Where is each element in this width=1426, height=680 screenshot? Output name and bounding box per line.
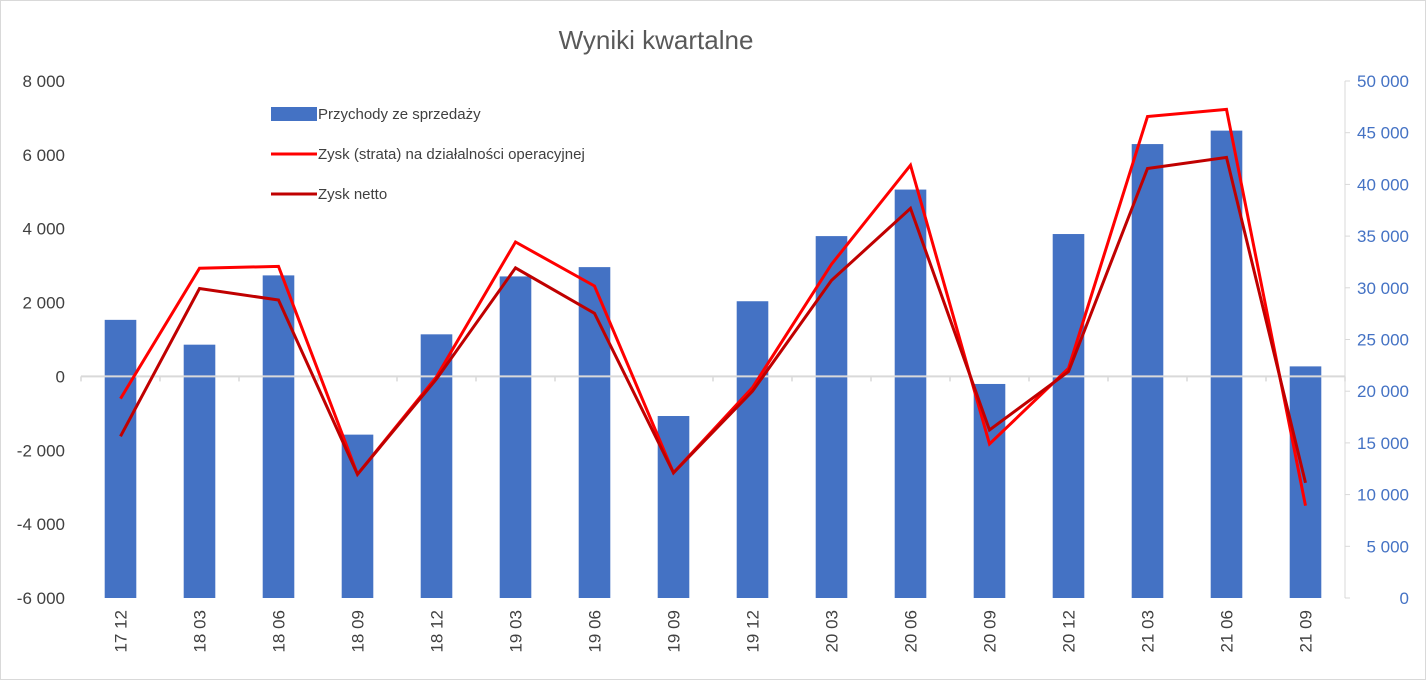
x-tick-13: 21 03: [1139, 610, 1158, 653]
y-right-tick-10: 50 000: [1357, 72, 1409, 91]
bar-13: [1131, 144, 1164, 598]
y-right-tick-3: 15 000: [1357, 434, 1409, 453]
x-tick-7: 19 09: [665, 610, 684, 653]
x-tick-3: 18 09: [349, 610, 368, 653]
x-tick-0: 17 12: [112, 610, 131, 653]
x-tick-5: 19 03: [507, 610, 526, 653]
y-right-tick-1: 5 000: [1366, 537, 1409, 556]
y-right-tick-5: 25 000: [1357, 331, 1409, 350]
line-series-0: [119, 107, 1307, 506]
x-tick-2: 18 06: [270, 610, 289, 653]
x-tick-8: 19 12: [744, 610, 763, 653]
zero-line-layer: [80, 375, 1346, 382]
x-tick-14: 21 06: [1218, 610, 1237, 653]
bar-0: [104, 319, 137, 598]
bar-6: [578, 267, 611, 598]
bar-11: [973, 383, 1006, 598]
bar-12: [1052, 234, 1085, 599]
y-left-tick-0: -6 000: [17, 589, 65, 608]
chart-title: Wyniki kwartalne: [559, 25, 754, 55]
bar-10: [894, 189, 927, 598]
bar-14: [1210, 130, 1243, 598]
legend-label-2: Zysk netto: [318, 186, 387, 203]
axes-layer: -6 000 -4 000 -2 000 0 2 000 4 000 6 000 8 000 0…: [17, 72, 1409, 653]
x-tick-6: 19 06: [586, 610, 605, 653]
y-right-tick-0: 0: [1400, 589, 1409, 608]
legend-swatch-0: [271, 107, 317, 121]
x-tick-10: 20 06: [902, 610, 921, 653]
x-tick-11: 20 09: [981, 610, 1000, 653]
bar-2: [262, 275, 295, 598]
y-right-tick-6: 30 000: [1357, 279, 1409, 298]
y-right-tick-2: 10 000: [1357, 486, 1409, 505]
bar-1: [183, 344, 216, 598]
y-left-tick-4: 2 000: [22, 294, 65, 313]
y-left-tick-5: 4 000: [22, 220, 65, 239]
y-left-tick-7: 8 000: [22, 72, 65, 91]
y-left-tick-2: -2 000: [17, 441, 65, 460]
lines-layer: [119, 107, 1307, 506]
bar-8: [736, 301, 769, 598]
y-right-tick-4: 20 000: [1357, 382, 1409, 401]
x-tick-12: 20 12: [1060, 610, 1079, 653]
y-left-tick-1: -4 000: [17, 515, 65, 534]
y-right-tick-7: 35 000: [1357, 227, 1409, 246]
line-series-1: [119, 155, 1307, 484]
y-right-tick-8: 40 000: [1357, 175, 1409, 194]
y-left-tick-3: 0: [56, 367, 65, 386]
x-tick-15: 21 09: [1297, 610, 1316, 653]
bar-5: [499, 276, 532, 598]
bars-layer: [104, 130, 1322, 599]
y-left-tick-6: 6 000: [22, 146, 65, 165]
x-tick-1: 18 03: [191, 610, 210, 653]
x-tick-4: 18 12: [428, 610, 447, 653]
legend-label-1: Zysk (strata) na działalności operacyjne…: [318, 146, 585, 163]
legend-label-0: Przychody ze sprzedaży: [318, 106, 481, 123]
legend: Przychody ze sprzedaży Zysk (strata) na d…: [271, 106, 585, 203]
x-tick-9: 20 03: [823, 610, 842, 653]
y-right-tick-9: 45 000: [1357, 124, 1409, 143]
bar-9: [815, 236, 848, 598]
